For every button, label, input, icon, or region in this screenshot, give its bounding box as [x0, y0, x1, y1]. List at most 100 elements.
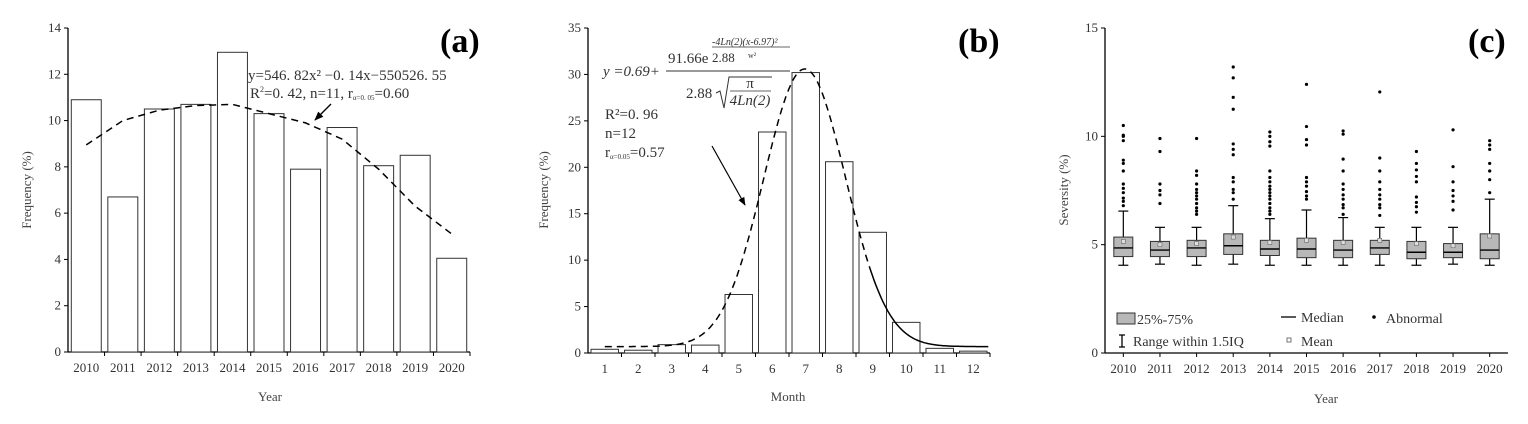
mean-marker [1304, 238, 1309, 243]
outlier-point [1231, 153, 1235, 157]
bar-month-5 [724, 294, 753, 354]
outlier-point [1341, 187, 1345, 192]
bar-month-3 [657, 344, 686, 354]
y-tick-label-a: 6 [55, 205, 62, 220]
mean-marker [1230, 234, 1236, 240]
y-tick-label-b: 20 [568, 159, 581, 174]
bar-2010 [70, 99, 102, 353]
mean-marker [1194, 241, 1199, 246]
x-tick-label-c: 2011 [1147, 361, 1173, 376]
box-2020 [1479, 139, 1500, 266]
outlier-point [1158, 182, 1162, 186]
y-tick-label-a: 12 [48, 66, 61, 81]
box-2010 [1113, 123, 1134, 266]
fit-n-b: n=12 [605, 126, 636, 142]
y-tick-label-a: 4 [55, 251, 62, 266]
y-tick-label-a: 0 [55, 344, 62, 359]
outlier-point [1268, 169, 1272, 173]
outlier-point [1194, 136, 1199, 141]
outlier-point [1268, 134, 1272, 138]
box-2016 [1333, 129, 1354, 266]
outlier-point [1378, 180, 1382, 184]
outlier-point [1268, 194, 1272, 198]
outlier-point [1194, 201, 1199, 206]
bar-2016 [290, 168, 322, 353]
outlier-point [1304, 175, 1309, 180]
outlier-point [1158, 149, 1162, 154]
outlier-point [1268, 184, 1272, 188]
bar-month-9 [858, 231, 887, 354]
mean-marker [1414, 241, 1419, 246]
svg-text:Abnormal: Abnormal [1386, 312, 1443, 327]
outlier-point [1341, 129, 1345, 133]
outlier-point [1231, 76, 1235, 80]
outlier-point [1451, 188, 1455, 193]
outlier-point [1304, 189, 1309, 194]
bar-month-10 [892, 321, 921, 354]
fit-stats-a: R2=0. 42, n=11, rα=0. 05=0.60 [250, 85, 409, 102]
svg-text:Mean: Mean [1301, 335, 1333, 350]
outlier-point [1194, 182, 1199, 186]
x-tick-label-b: 5 [736, 361, 743, 376]
outlier-point [1121, 123, 1125, 128]
outlier-point [1158, 136, 1162, 141]
legend-range-swatch [1119, 334, 1125, 348]
outlier-point [1158, 188, 1162, 193]
bar-month-8 [825, 161, 854, 354]
outlier-point [1341, 202, 1345, 207]
outlier-point [1378, 156, 1382, 160]
svg-text:w²: w² [748, 51, 757, 60]
panel-b: (b) Frequency (%) Month y =0.69+ 91.66e … [536, 20, 1000, 404]
outlier-point [1488, 169, 1492, 173]
panel-a: (a) Frequency (%) Year y=546. 82x² −0. 1… [19, 20, 480, 404]
x-axis-label-b: Month [771, 389, 806, 404]
fit-equation-b: y =0.69+ 91.66e -4Ln(2)(x-6.97)² 2.88 w²… [601, 37, 790, 109]
x-tick-label-a: 2010 [73, 360, 99, 375]
outlier-point [1451, 208, 1455, 212]
outlier-point [1341, 182, 1345, 186]
bar-month-2 [624, 349, 653, 354]
x-tick-label-b: 4 [702, 361, 709, 376]
x-tick-label-a: 2019 [402, 360, 428, 375]
outlier-point [1488, 147, 1492, 151]
outlier-point [1231, 197, 1235, 201]
outlier-point [1341, 157, 1345, 161]
outlier-point [1194, 197, 1199, 201]
y-tick-label-a: 8 [55, 159, 62, 174]
mean-marker [1377, 238, 1383, 243]
x-axis-label-a: Year [258, 389, 283, 404]
box-2012 [1186, 136, 1207, 266]
bar-month-12 [959, 350, 988, 354]
fit-r2-b: R²=0. 96 [605, 107, 658, 123]
fit-curve-solid-b [868, 266, 989, 348]
x-tick-label-b: 3 [669, 361, 676, 376]
svg-text:π: π [746, 76, 754, 92]
outlier-point [1231, 175, 1235, 180]
bar-2019 [399, 154, 431, 353]
x-tick-label-c: 2010 [1110, 361, 1136, 376]
y-tick-label-b: 0 [575, 345, 582, 360]
x-tick-label-a: 2016 [293, 360, 320, 375]
outlier-point [1414, 168, 1419, 172]
mean-marker [1487, 233, 1492, 239]
outlier-point [1268, 206, 1272, 210]
outlier-point [1268, 191, 1272, 195]
outlier-point [1488, 143, 1492, 147]
x-tick-label-b: 12 [967, 361, 980, 376]
outlier-point [1268, 209, 1272, 213]
outlier-point [1341, 132, 1345, 136]
outlier-point [1121, 169, 1125, 173]
outlier-point [1231, 180, 1235, 184]
legend-mean-swatch [1286, 337, 1292, 343]
x-tick-label-a: 2011 [110, 360, 136, 375]
x-tick-label-c: 2012 [1184, 361, 1210, 376]
outlier-point [1231, 142, 1235, 146]
outlier-point [1121, 134, 1125, 138]
x-tick-label-a: 2018 [366, 360, 392, 375]
bar-2020 [436, 257, 468, 353]
outlier-point [1194, 169, 1199, 173]
y-tick-label-b: 10 [568, 252, 581, 267]
legend-abnormal-swatch [1372, 315, 1376, 319]
x-tick-label-c: 2019 [1440, 361, 1466, 376]
